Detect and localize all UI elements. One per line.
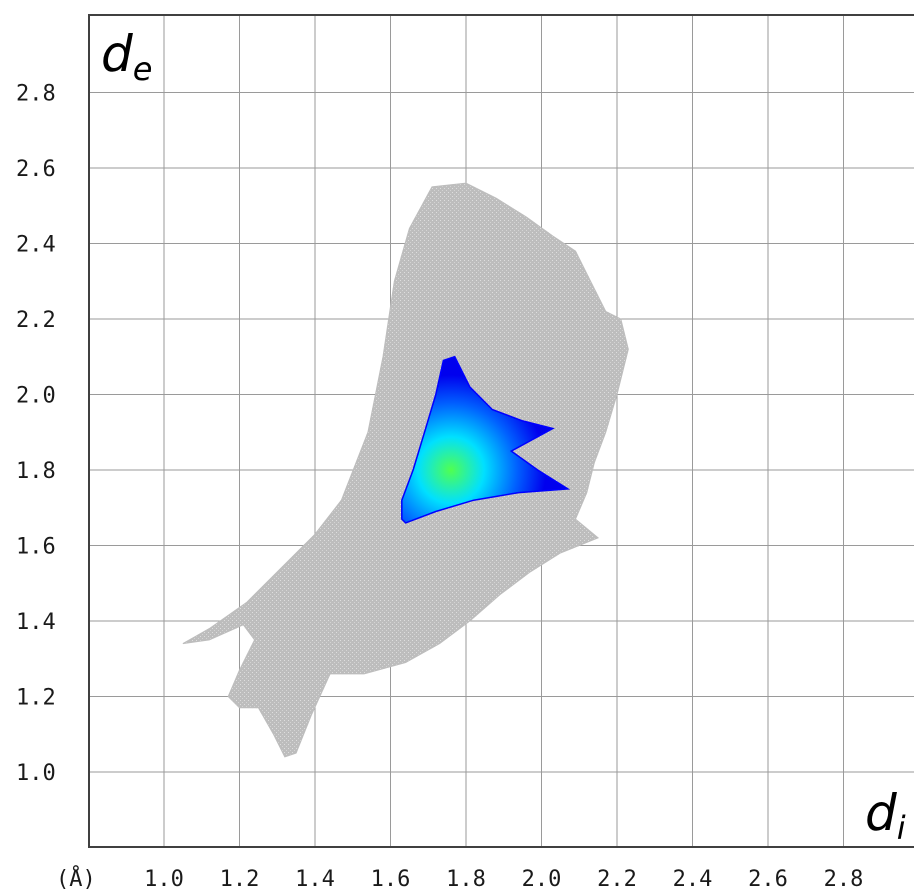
y-axis-label-main: d — [101, 25, 133, 83]
unit-label: (Å) — [56, 865, 96, 892]
x-tick-label: 2.0 — [522, 867, 562, 892]
y-tick-label: 1.8 — [16, 459, 56, 484]
y-tick-label: 1.6 — [16, 535, 56, 560]
y-tick-labels: 1.0 1.2 1.4 1.6 1.8 2.0 2.2 2.4 2.6 2.8 — [16, 82, 56, 787]
y-tick-label: 2.8 — [16, 82, 56, 107]
y-tick-label: 1.4 — [16, 610, 56, 635]
x-axis-label-subscript: i — [897, 809, 906, 847]
plot-frame — [88, 14, 914, 848]
density-core-region — [401, 355, 571, 524]
envelope-region — [182, 182, 629, 758]
x-tick-label: 1.6 — [371, 867, 411, 892]
y-tick-label: 1.0 — [16, 761, 56, 786]
y-tick-label: 2.4 — [16, 233, 56, 258]
x-axis-label-main: d — [865, 784, 897, 842]
x-tick-label: 2.2 — [597, 867, 637, 892]
x-tick-label: 1.4 — [295, 867, 335, 892]
data-regions — [182, 182, 629, 758]
x-axis-label: di — [865, 784, 906, 847]
x-tick-label: 2.6 — [748, 867, 788, 892]
y-axis-label-subscript: e — [133, 50, 153, 88]
y-tick-label: 2.0 — [16, 384, 56, 409]
x-tick-label: 2.8 — [824, 867, 864, 892]
x-tick-label: 1.0 — [144, 867, 184, 892]
x-tick-label: 1.2 — [220, 867, 260, 892]
x-tick-labels: 1.0 1.2 1.4 1.6 1.8 2.0 2.2 2.4 2.6 2.8 — [144, 867, 863, 892]
y-axis-label: de — [101, 25, 152, 88]
x-tick-label: 1.8 — [446, 867, 486, 892]
y-tick-label: 2.6 — [16, 157, 56, 182]
x-tick-label: 2.4 — [673, 867, 713, 892]
y-tick-label: 2.2 — [16, 308, 56, 333]
y-tick-label: 1.2 — [16, 686, 56, 711]
